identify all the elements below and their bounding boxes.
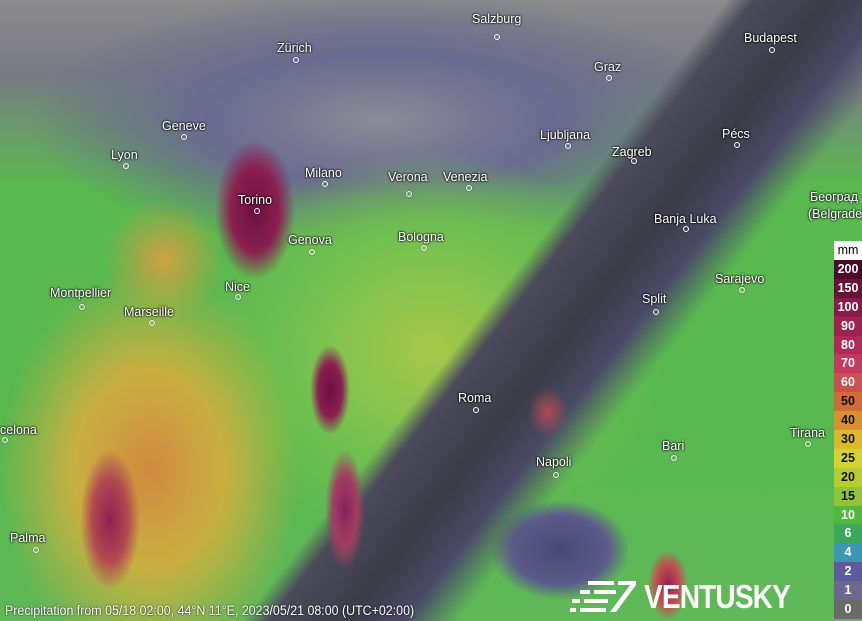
- legend-item: 50: [834, 392, 862, 412]
- city-label: Torino: [238, 193, 273, 207]
- legend-item: 20: [834, 467, 862, 487]
- logo-text: VENTUSKY: [644, 578, 791, 615]
- city-label: Pécs: [722, 127, 750, 141]
- city-marker: [181, 134, 187, 140]
- city-label: Verona: [388, 170, 428, 184]
- city-label: Milano: [305, 166, 342, 180]
- legend-item: 200: [834, 260, 862, 279]
- city-marker: [805, 441, 811, 447]
- legend-item: 4: [834, 543, 862, 563]
- legend-item: 6: [834, 524, 862, 544]
- city-marker: [149, 320, 155, 326]
- city-marker: [123, 163, 129, 169]
- city-marker: [466, 185, 472, 191]
- city-label: Zürich: [277, 41, 312, 55]
- city-label: Napoli: [536, 455, 572, 469]
- city-label: Zagreb: [612, 145, 652, 159]
- city-label: Venezia: [443, 170, 488, 184]
- city-marker: [631, 158, 637, 164]
- city-marker: [254, 208, 260, 214]
- logo-icon: [570, 581, 636, 612]
- legend-item: 1: [834, 581, 862, 601]
- city-marker: [683, 226, 689, 232]
- city-marker: [653, 309, 659, 315]
- city-label: Genova: [288, 233, 332, 247]
- city-label: Banja Luka: [654, 212, 717, 226]
- city-marker: [565, 143, 571, 149]
- city-marker: [79, 304, 85, 310]
- city-label: Salzburg: [472, 12, 522, 26]
- city-label: Roma: [458, 391, 492, 405]
- legend-item: 2: [834, 562, 862, 582]
- legend-item: 80: [834, 335, 862, 355]
- legend-item: 25: [834, 448, 862, 468]
- city-label: Tirana: [790, 426, 825, 440]
- city-label: celona: [0, 423, 37, 437]
- city-label: Budapest: [744, 31, 797, 45]
- city-marker: [671, 455, 677, 461]
- city-marker: [421, 245, 427, 251]
- city-label: Montpellier: [50, 286, 112, 300]
- legend-item: 70: [834, 354, 862, 374]
- city-marker: [235, 294, 241, 300]
- city-marker: [734, 142, 740, 148]
- city-marker: [33, 547, 39, 553]
- ventusky-logo[interactable]: VENTUSKY: [570, 578, 816, 616]
- legend-item: 90: [834, 316, 862, 336]
- city-marker: [494, 34, 500, 40]
- precipitation-legend: mm 200 150 100 90 80 70 60 50 40 30 25 20 15 10 6 4 2 1 0: [834, 241, 862, 619]
- city-marker: [769, 47, 775, 53]
- city-marker: [322, 181, 328, 187]
- city-marker: [739, 287, 745, 293]
- city-marker: [309, 249, 315, 255]
- legend-item: 10: [834, 505, 862, 525]
- city-label: Sarajevo: [715, 272, 765, 286]
- city-label: Palma: [10, 531, 46, 545]
- city-marker: [473, 407, 479, 413]
- map-caption: Precipitation from 05/18 02:00, 44°N 11°…: [5, 603, 415, 618]
- city-marker: [293, 57, 299, 63]
- city-label: (Belgrade): [808, 207, 862, 221]
- city-label: Marseille: [124, 305, 175, 319]
- city-label: Београд: [810, 190, 858, 204]
- legend-item: 150: [834, 278, 862, 298]
- city-marker: [406, 191, 412, 197]
- legend-item: 15: [834, 486, 862, 506]
- city-label: Nice: [225, 280, 251, 294]
- legend-item: 100: [834, 297, 862, 317]
- legend-item: 30: [834, 430, 862, 449]
- city-marker: [553, 472, 559, 478]
- city-label: Bologna: [398, 230, 444, 244]
- city-label: Lyon: [111, 148, 138, 162]
- city-label: Split: [642, 292, 667, 306]
- legend-item: 40: [834, 411, 862, 431]
- city-label: Geneve: [162, 119, 206, 133]
- city-label: Bari: [662, 439, 685, 453]
- city-marker: [606, 75, 612, 81]
- legend-unit: mm: [834, 241, 862, 260]
- city-label: Ljubljana: [540, 128, 591, 142]
- city-label: Graz: [594, 60, 622, 74]
- legend-item: 60: [834, 373, 862, 393]
- legend-item: 0: [834, 600, 862, 619]
- city-marker: [2, 437, 8, 443]
